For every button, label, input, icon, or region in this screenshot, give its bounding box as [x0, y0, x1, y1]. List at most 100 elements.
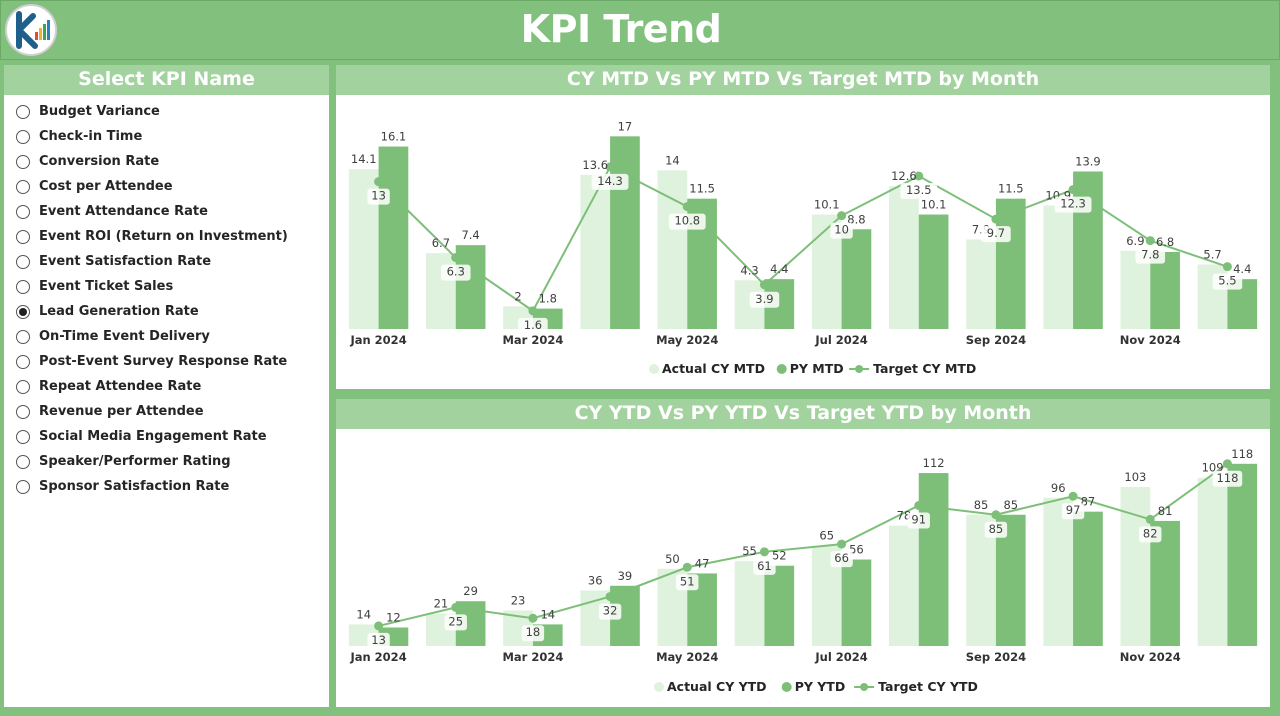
slicer-item-event-attendance-rate[interactable]: Event Attendance Rate [4, 199, 329, 224]
legend-label: PY YTD [795, 679, 846, 694]
slicer-item-event-ticket-sales[interactable]: Event Ticket Sales [4, 274, 329, 299]
target-point [1068, 185, 1078, 195]
radio-button[interactable] [16, 104, 30, 119]
slicer-item-repeat-attendee-rate[interactable]: Repeat Attendee Rate [4, 374, 329, 399]
data-label-bg [830, 551, 853, 568]
slicer-item-label: Budget Variance [39, 104, 160, 119]
data-label-actual: 103 [1124, 470, 1146, 484]
data-label-py: 81 [1158, 504, 1173, 518]
data-label-target: 61 [757, 559, 772, 573]
bar-actual [1043, 497, 1074, 646]
data-label-target: 1.6 [524, 318, 542, 332]
slicer-item-label: Revenue per Attendee [39, 404, 204, 419]
x-tick-label: Sep 2024 [966, 333, 1026, 347]
radio-button[interactable] [16, 404, 30, 419]
data-label-target: 7.8 [1141, 248, 1159, 262]
bar-py [378, 146, 409, 329]
company-logo [5, 4, 57, 56]
radio-button[interactable] [16, 329, 30, 344]
radio-button[interactable] [16, 229, 30, 244]
radio-button[interactable] [16, 204, 30, 219]
bar-py [841, 229, 872, 329]
data-label-bg [676, 574, 699, 591]
slicer-item-budget-variance[interactable]: Budget Variance [4, 99, 329, 124]
data-label-py: 4.4 [1233, 262, 1251, 276]
kpi-slicer: Select KPI Name Budget Variance Check-in … [4, 65, 329, 707]
radio-button[interactable] [16, 179, 30, 194]
slicer-item-sponsor-satisfaction-rate[interactable]: Sponsor Satisfaction Rate [4, 474, 329, 499]
data-label-bg [598, 603, 622, 620]
slicer-item-cost-per-attendee[interactable]: Cost per Attendee [4, 174, 329, 199]
data-label-actual: 14.1 [351, 152, 377, 166]
data-label-py: 1.8 [539, 292, 557, 306]
data-label-py: 56 [849, 543, 864, 557]
x-tick-label: Jul 2024 [814, 333, 867, 347]
target-point [451, 602, 461, 612]
data-label-py: 17 [618, 119, 633, 133]
data-label-target: 10 [834, 223, 849, 237]
radio-button[interactable] [16, 154, 30, 169]
target-point [759, 547, 769, 557]
x-tick-label: Mar 2024 [502, 650, 563, 664]
kpi-list: Budget Variance Check-in Time Conversion R… [4, 95, 329, 499]
radio-button[interactable] [16, 454, 30, 469]
data-label-bg [1054, 196, 1092, 213]
bar-actual [580, 174, 611, 329]
data-label-actual: 65 [819, 529, 834, 543]
slicer-item-on-time-event-delivery[interactable]: On-Time Event Delivery [4, 324, 329, 349]
mtd-chart: 14.1 16.1 13 6.7 7.4 6.3 2 1.8 1.6 13.6 17 14.3 14 11… [348, 119, 1258, 376]
data-label-bg [440, 264, 471, 281]
legend-marker [776, 364, 787, 374]
data-label-actual: 13.6 [582, 158, 608, 172]
data-label-bg [984, 521, 1008, 538]
data-label-py: 12 [386, 610, 401, 624]
radio-button[interactable] [16, 254, 30, 269]
data-label-bg [444, 614, 467, 631]
bar-actual [1043, 205, 1074, 329]
x-tick-label: Jan 2024 [349, 333, 406, 347]
slicer-item-social-media-engagement-rate[interactable]: Social Media Engagement Rate [4, 424, 329, 449]
bar-py [841, 559, 872, 646]
bar-actual [966, 239, 996, 329]
slicer-item-post-event-survey-response-rate[interactable]: Post-Event Survey Response Rate [4, 349, 329, 374]
slicer-item-event-satisfaction-rate[interactable]: Event Satisfaction Rate [4, 249, 329, 274]
slicer-item-revenue-per-attendee[interactable]: Revenue per Attendee [4, 399, 329, 424]
target-point [374, 621, 384, 631]
data-label-target: 32 [603, 604, 618, 618]
slicer-item-lead-generation-rate[interactable]: Lead Generation Rate [4, 299, 329, 324]
slicer-item-conversion-rate[interactable]: Conversion Rate [4, 149, 329, 174]
radio-button[interactable] [16, 129, 30, 144]
target-point [914, 171, 924, 181]
data-label-bg [1135, 247, 1166, 264]
data-label-bg [749, 291, 780, 308]
data-label-target: 18 [526, 625, 541, 639]
bar-py [1227, 463, 1258, 646]
data-label-target: 10.8 [674, 214, 700, 228]
data-label-py: 13.9 [1075, 154, 1101, 168]
data-label-py: 11.5 [689, 182, 715, 196]
legend-marker [855, 365, 864, 373]
radio-button[interactable] [16, 354, 30, 369]
slicer-item-label: Speaker/Performer Rating [39, 454, 231, 469]
slicer-item-speaker-performer-rating[interactable]: Speaker/Performer Rating [4, 449, 329, 474]
slicer-item-label: On-Time Event Delivery [39, 329, 210, 344]
slicer-item-check-in-time[interactable]: Check-in Time [4, 124, 329, 149]
radio-button[interactable] [16, 304, 30, 319]
target-point [605, 162, 615, 172]
data-label-actual: 23 [511, 593, 526, 607]
radio-button[interactable] [16, 279, 30, 294]
data-label-py: 8.8 [847, 212, 865, 226]
data-label-py: 14 [540, 607, 555, 621]
slicer-item-label: Cost per Attendee [39, 179, 173, 194]
data-label-bg [591, 173, 629, 190]
target-point [759, 280, 769, 290]
radio-button[interactable] [16, 379, 30, 394]
header-bar: KPI Trend [0, 0, 1280, 60]
radio-button[interactable] [16, 429, 30, 444]
data-label-py: 47 [695, 556, 710, 570]
legend-marker [649, 364, 659, 374]
radio-button[interactable] [16, 479, 30, 494]
data-label-target: 66 [834, 551, 849, 565]
legend-label: Target CY YTD [878, 679, 978, 694]
slicer-item-event-roi-return-on-investment[interactable]: Event ROI (Return on Investment) [4, 224, 329, 249]
